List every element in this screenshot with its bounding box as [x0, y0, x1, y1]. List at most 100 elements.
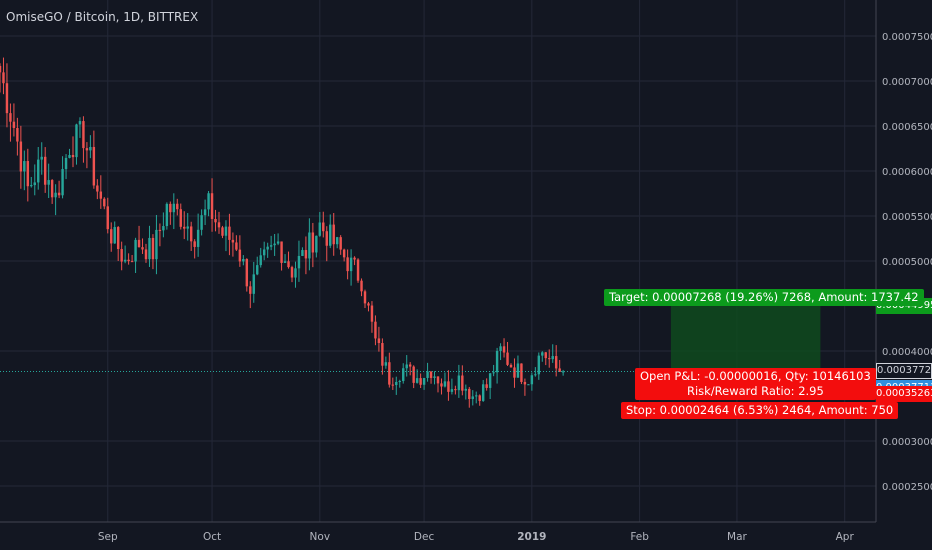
y-tick-label: 0.00070000	[882, 77, 932, 88]
candle-body	[50, 180, 54, 198]
x-tick-label: Nov	[310, 531, 331, 543]
candle-body	[224, 226, 228, 236]
candle-body	[193, 241, 196, 247]
candle-body	[468, 388, 471, 399]
y-tick-label: 0.00060000	[882, 167, 932, 178]
candle-body	[367, 303, 370, 306]
candle-body	[443, 381, 447, 387]
chart-title: OmiseGO / Bitcoin, 1D, BITTREX	[6, 10, 199, 24]
candle-body	[106, 206, 109, 230]
candle-body	[561, 371, 565, 373]
candle-body	[558, 368, 561, 372]
position-info-callout[interactable]: Open P&L: -0.00000016, Qty: 10146103 Ris…	[635, 368, 876, 400]
candle-body	[186, 226, 189, 229]
candle-body	[228, 226, 231, 240]
candle-body	[96, 185, 99, 192]
candle-body	[172, 203, 176, 213]
candle-body	[422, 377, 426, 385]
candle-body	[158, 229, 162, 231]
candle-body	[488, 373, 492, 388]
candle-body	[12, 121, 16, 128]
candle-body	[548, 358, 551, 360]
candle-body	[478, 395, 481, 401]
candle-body	[520, 363, 523, 382]
current-price-label: 0.00037727	[876, 363, 932, 380]
candle-body	[384, 362, 388, 366]
candle-body	[412, 366, 415, 383]
target-callout[interactable]: Target: 0.00007268 (19.26%) 7268, Amount…	[604, 289, 924, 306]
candle-body	[189, 226, 193, 242]
candle-body	[57, 192, 61, 196]
candle-body	[534, 374, 537, 376]
candle-body	[0, 65, 2, 73]
candle-body	[71, 155, 75, 158]
candle-body	[280, 241, 283, 263]
candle-body	[99, 191, 103, 199]
candle-body	[210, 193, 214, 219]
candle-body	[155, 229, 158, 260]
candle-body	[461, 375, 464, 391]
candle-body	[499, 346, 502, 351]
candle-body	[256, 265, 259, 275]
x-tick-label: Mar	[727, 531, 747, 543]
candle-body	[457, 375, 461, 391]
candle-body	[40, 156, 43, 160]
candle-body	[447, 381, 450, 392]
candle-body	[9, 113, 12, 122]
candle-body	[405, 364, 408, 369]
candle-body	[290, 267, 294, 278]
candle-body	[68, 155, 71, 158]
candle-body	[283, 261, 287, 263]
candle-body	[433, 376, 436, 378]
candle-body	[349, 257, 353, 272]
stop-callout[interactable]: Stop: 0.00002464 (6.53%) 2464, Amount: 7…	[621, 402, 899, 419]
y-tick-label: 0.00030000	[882, 437, 932, 448]
candle-body	[162, 226, 165, 231]
candle-body	[440, 383, 443, 387]
candle-body	[544, 352, 547, 359]
candle-body	[196, 229, 200, 247]
candle-body	[221, 227, 224, 236]
candle-body	[304, 250, 308, 259]
candle-body	[16, 127, 19, 142]
candle-body	[61, 169, 64, 196]
candle-body	[200, 215, 203, 230]
y-tick-label: 0.00075000	[882, 32, 932, 43]
candle-body	[64, 157, 68, 170]
candle-body	[266, 246, 269, 250]
candle-body	[537, 355, 541, 375]
candle-body	[339, 237, 342, 250]
candle-body	[176, 203, 179, 210]
candle-body	[464, 388, 468, 391]
x-tick-label: Feb	[630, 531, 649, 543]
candle-body	[231, 239, 235, 243]
stop-price-label: 0.00035263	[876, 385, 932, 402]
candle-body	[377, 338, 381, 344]
candle-body	[43, 156, 47, 185]
candle-body	[78, 121, 82, 125]
candle-body	[554, 356, 558, 369]
candle-body	[322, 222, 325, 232]
candle-body	[26, 161, 30, 187]
candle-body	[120, 249, 123, 262]
y-tick-label: 0.00040000	[882, 347, 932, 358]
candle-body	[148, 237, 151, 260]
candle-body	[381, 343, 384, 366]
candle-body	[169, 203, 172, 213]
candle-body	[23, 161, 26, 172]
candle-body	[269, 245, 273, 247]
candle-body	[530, 375, 534, 385]
candle-body	[523, 381, 527, 385]
candle-body	[301, 250, 304, 256]
candle-body	[113, 227, 116, 244]
x-tick-label: Apr	[836, 531, 855, 543]
candle-body	[214, 218, 217, 223]
candle-body	[287, 261, 290, 268]
target-zone	[670, 306, 821, 372]
candle-body	[297, 255, 301, 269]
candle-body	[47, 180, 50, 185]
candle-body	[242, 259, 245, 262]
candle-body	[318, 222, 322, 236]
